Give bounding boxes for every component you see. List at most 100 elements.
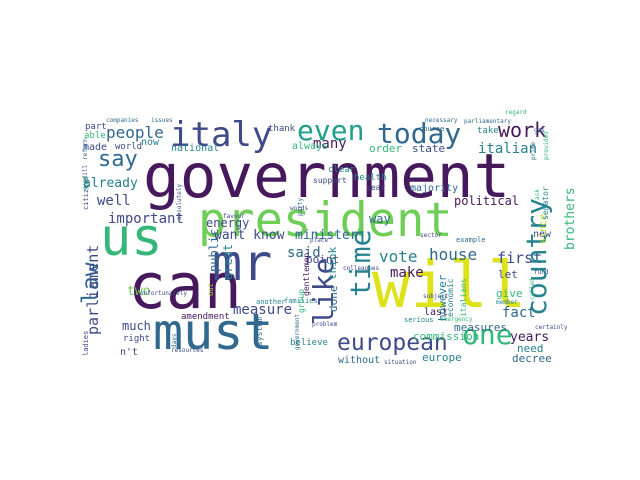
word-italians: italians — [459, 278, 468, 317]
word-need: need — [517, 342, 544, 355]
word-energy: energy — [206, 216, 250, 230]
word-provided: provided — [543, 131, 550, 160]
word-great: great — [221, 243, 235, 280]
word-people: people — [106, 123, 164, 142]
word-think: think — [326, 246, 339, 280]
word-president: president — [198, 193, 453, 248]
word-commission: commission — [413, 330, 480, 343]
word-fund: fund — [534, 269, 549, 276]
word-unfortunately: unfortunately — [140, 290, 187, 297]
word-house: house — [429, 245, 478, 264]
word-new: new — [533, 229, 552, 240]
word-companies: companies — [106, 117, 139, 124]
word-gentlemen: gentlemen — [302, 252, 311, 296]
word-well: well — [97, 193, 131, 209]
word-resources: resources — [171, 347, 204, 354]
word-situation: situation — [384, 359, 417, 366]
word-done: done — [327, 285, 340, 313]
word-good: good — [82, 175, 89, 190]
word-parliamentary: parliamentary — [464, 118, 511, 125]
word-one: one — [462, 318, 513, 351]
word-order: order — [369, 142, 403, 155]
word-families: families — [284, 297, 318, 305]
word-issues: issues — [151, 117, 173, 124]
word-ladies: ladies — [82, 330, 90, 356]
word-able: able — [84, 131, 106, 141]
word-european: european — [337, 330, 448, 356]
word-take: take — [477, 126, 499, 136]
word-parliament: parliament — [84, 244, 102, 335]
word-italian: italian — [478, 141, 538, 157]
word-party: party — [297, 197, 304, 216]
word-national: national — [171, 143, 220, 154]
word-fact: fact — [502, 305, 536, 321]
word-make: make — [390, 265, 424, 281]
word-prime: prime — [530, 141, 537, 160]
word-always: always — [292, 141, 329, 152]
word-now: now — [141, 137, 160, 148]
word-must: must — [153, 303, 274, 361]
word-place: place — [310, 237, 329, 244]
word-let: let — [498, 268, 518, 281]
word-government: government — [143, 141, 511, 212]
word-last: last — [424, 307, 449, 318]
word-measures: measures — [454, 321, 507, 334]
word-certainly: certainly — [535, 324, 568, 331]
word-political: political — [454, 194, 520, 208]
word-way: way — [369, 212, 391, 226]
word-ask: ask — [534, 189, 541, 200]
word-work: work — [498, 118, 547, 142]
word-already: already — [83, 176, 138, 191]
word-clear: clear — [328, 165, 356, 175]
word-called: called — [529, 278, 536, 300]
word-course: course — [419, 125, 445, 133]
word-problem: problem — [312, 321, 338, 328]
word-cloud: government president will us can must mr… — [78, 110, 578, 366]
word-emergency: emergency — [440, 316, 473, 323]
word-words: words — [290, 205, 309, 212]
word-part: part — [85, 122, 107, 132]
word-will: will — [372, 249, 527, 323]
word-italy: italy — [170, 115, 273, 155]
word-many: many — [313, 136, 347, 152]
word-believe: believe — [290, 338, 328, 348]
word-amendment: amendment — [181, 312, 230, 322]
word-reform: reform — [82, 138, 89, 160]
word-minister: minister — [295, 228, 358, 243]
word-absolutely: absolutely — [176, 183, 183, 220]
word-public: public — [207, 228, 221, 272]
word-europe: europe — [422, 351, 462, 364]
word-two: two — [127, 284, 151, 299]
word-state: state — [412, 142, 446, 155]
word-made: made — [83, 142, 108, 153]
word-majority: majority — [410, 183, 459, 194]
word-favour: favour — [223, 213, 245, 220]
word-days: days — [171, 333, 178, 348]
word-us: us — [100, 208, 163, 268]
word-senator: senator — [541, 186, 550, 220]
word-thank: thank — [268, 124, 296, 134]
word-first: first — [497, 249, 543, 267]
word-time: time — [344, 229, 377, 297]
word-today: today — [377, 117, 462, 150]
word-regard: regard — [505, 109, 527, 116]
word-mr: mr — [212, 234, 273, 292]
word-colleagues: colleagues — [343, 265, 380, 272]
word-support: support — [313, 176, 347, 185]
word-economic: economic — [446, 278, 455, 317]
word-year: year — [366, 183, 386, 192]
word-serious: serious — [404, 316, 434, 324]
word-say: say — [98, 147, 138, 172]
word-right: right — [123, 334, 151, 344]
word-government-small: government — [294, 313, 301, 350]
word-gas: gas — [534, 127, 545, 134]
word-much: much — [122, 319, 151, 333]
word-want-know: want know — [214, 228, 285, 243]
word-example: example — [456, 236, 486, 244]
word-without: without — [338, 355, 381, 366]
word-health: health — [354, 173, 387, 183]
word-out: out — [207, 283, 215, 296]
word-necessary: necessary — [425, 117, 458, 124]
word-another: another — [256, 298, 286, 306]
word-even: even — [297, 114, 365, 147]
